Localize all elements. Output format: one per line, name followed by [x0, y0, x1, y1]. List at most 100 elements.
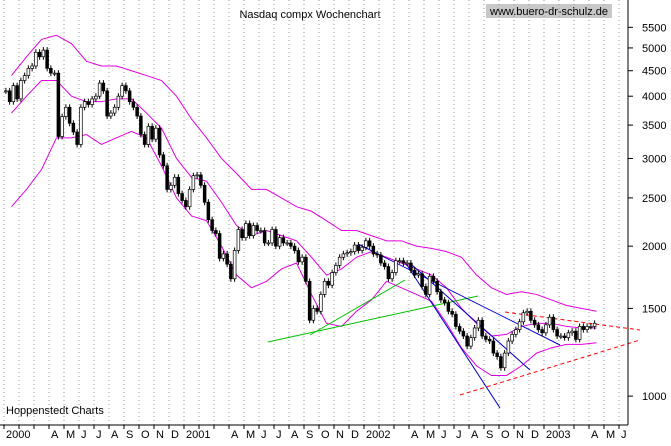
- candle: [210, 219, 214, 231]
- candle: [330, 272, 334, 286]
- candle: [75, 131, 79, 145]
- candle: [559, 335, 563, 338]
- candle: [49, 67, 53, 74]
- candle: [427, 275, 432, 295]
- x-tick-label: S: [486, 429, 493, 441]
- candle: [225, 253, 229, 265]
- candle: [326, 280, 331, 286]
- candle: [499, 356, 503, 369]
- candle: [64, 106, 68, 117]
- candle: [169, 184, 173, 190]
- candle: [139, 115, 143, 135]
- candle: [592, 322, 597, 327]
- candle: [274, 229, 278, 247]
- candle: [150, 125, 154, 140]
- x-tick-label: A: [471, 429, 479, 441]
- trend-line: [357, 243, 561, 346]
- candle: [307, 280, 312, 321]
- candle: [566, 332, 571, 339]
- candle: [217, 233, 222, 259]
- candle: [521, 312, 526, 323]
- trend-line: [309, 279, 406, 336]
- candle: [315, 308, 319, 312]
- band: [11, 80, 597, 337]
- x-tick-label: J: [96, 429, 102, 441]
- x-tick-label: 2000: [6, 429, 30, 441]
- candle: [101, 82, 106, 92]
- x-tick-label: A: [411, 429, 419, 441]
- candle: [529, 310, 533, 321]
- candle: [52, 72, 57, 75]
- candle: [221, 253, 226, 259]
- y-tick-label: 3000: [642, 153, 666, 165]
- candle: [360, 246, 364, 251]
- candle: [37, 51, 42, 58]
- candle: [532, 319, 537, 326]
- candle: [517, 321, 522, 330]
- candle: [536, 324, 541, 330]
- candle: [551, 316, 556, 330]
- candle: [510, 334, 514, 342]
- x-tick-label: N: [516, 429, 524, 441]
- x-tick-label: A: [591, 429, 599, 441]
- candle: [7, 90, 12, 103]
- candle: [135, 106, 139, 117]
- candle: [214, 230, 218, 234]
- candle: [352, 244, 357, 252]
- band: [11, 34, 597, 312]
- candle: [195, 174, 199, 177]
- candle: [562, 335, 567, 339]
- candle: [439, 291, 443, 301]
- candle: [487, 339, 492, 342]
- candle: [176, 176, 181, 194]
- candle: [180, 193, 184, 201]
- x-tick-label: M: [246, 429, 255, 441]
- candle: [97, 82, 102, 97]
- candle: [142, 134, 147, 145]
- candle: [4, 90, 8, 93]
- x-tick-label: N: [336, 429, 344, 441]
- candle: [356, 244, 361, 251]
- candle: [322, 280, 327, 295]
- candle: [382, 262, 387, 267]
- watermark-bg: [486, 4, 612, 18]
- candle: [255, 225, 259, 231]
- candle: [206, 201, 211, 221]
- candle: [172, 176, 177, 186]
- candle: [491, 340, 496, 354]
- candle: [375, 253, 379, 256]
- candle: [409, 262, 413, 271]
- x-tick-label: D: [531, 429, 539, 441]
- candle: [191, 175, 196, 190]
- candle: [465, 335, 469, 347]
- x-tick-label: A: [111, 429, 119, 441]
- candle: [259, 230, 263, 232]
- x-tick-label: O: [501, 429, 510, 441]
- candle: [270, 229, 274, 244]
- x-tick-label: M: [66, 429, 75, 441]
- candle: [367, 240, 372, 247]
- trend-line: [459, 339, 641, 396]
- x-tick-label: J: [81, 429, 87, 441]
- candle: [247, 223, 252, 236]
- candle: [450, 310, 454, 315]
- candle: [277, 237, 282, 247]
- trend-line: [411, 264, 531, 371]
- candle: [416, 273, 421, 276]
- y-tick-label: 4500: [642, 66, 666, 78]
- x-tick-label: J: [276, 429, 282, 441]
- candle: [124, 85, 128, 92]
- candle: [334, 265, 338, 273]
- y-tick-label: 3500: [642, 120, 666, 132]
- candle: [577, 326, 582, 340]
- candle: [472, 327, 477, 339]
- candle: [240, 229, 244, 239]
- candle: [349, 251, 353, 254]
- candle: [296, 250, 301, 263]
- candle: [420, 273, 424, 287]
- candle: [570, 330, 574, 334]
- y-tick-label: 2500: [642, 193, 666, 205]
- x-tick-label: M: [606, 429, 615, 441]
- candle: [41, 49, 46, 58]
- candle: [251, 225, 256, 236]
